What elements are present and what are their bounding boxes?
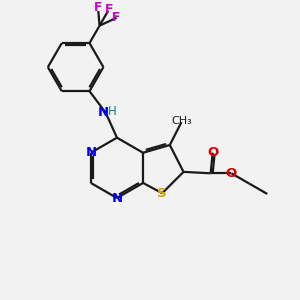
Text: O: O: [226, 167, 237, 180]
Text: H: H: [108, 105, 116, 118]
Text: N: N: [85, 146, 96, 159]
Text: N: N: [98, 106, 109, 119]
Text: N: N: [111, 191, 122, 205]
Text: O: O: [207, 146, 218, 159]
Text: CH₃: CH₃: [171, 116, 192, 126]
Text: F: F: [94, 1, 102, 13]
Text: F: F: [112, 11, 121, 24]
Text: F: F: [105, 3, 113, 16]
Text: S: S: [158, 187, 167, 200]
